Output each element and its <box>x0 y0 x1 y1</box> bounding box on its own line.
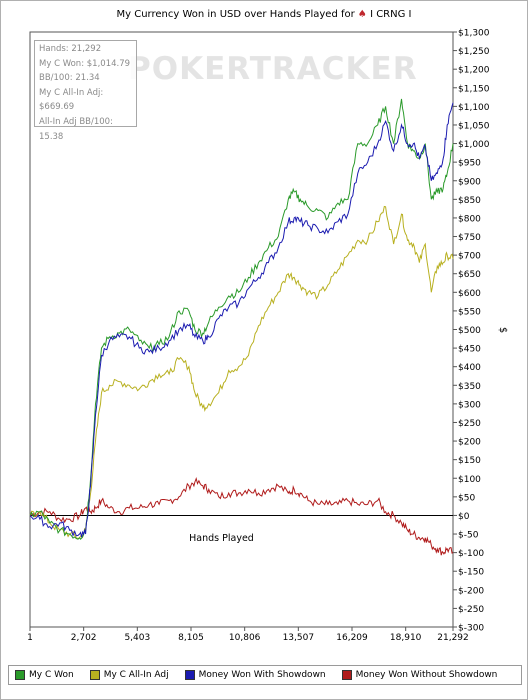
legend-item-with-showdown[interactable]: Money Won With Showdown <box>184 670 326 680</box>
chart-legend: My C Won My C All-In Adj Money Won With … <box>8 665 522 685</box>
y-tick-label: $450 <box>458 345 481 355</box>
y-tick-label: $900 <box>458 177 481 187</box>
y-tick-label: $950 <box>458 159 481 169</box>
stat-allin-bb100: All-In Adj BB/100: 15.38 <box>39 116 113 142</box>
y-tick-label: $800 <box>458 214 481 224</box>
y-tick-label: $1,100 <box>458 103 490 113</box>
x-tick-label: 18,910 <box>390 633 422 643</box>
y-tick-label: $550 <box>458 307 481 317</box>
x-tick-label: 5,403 <box>124 633 150 643</box>
stats-info-box: Hands: 21,292 My C Won: $1,014.79 BB/100… <box>34 40 137 142</box>
y-tick-label: $1,000 <box>458 140 490 150</box>
legend-swatch <box>184 670 195 680</box>
legend-swatch <box>15 670 25 680</box>
y-tick-label: $50 <box>458 493 475 503</box>
legend-label: My C Won <box>29 670 74 680</box>
y-tick-label: $1,200 <box>458 66 490 76</box>
y-tick-label: $250 <box>458 419 481 429</box>
series-line-my-c-all-in-adj <box>29 205 454 540</box>
legend-item-my-c-won[interactable]: My C Won <box>15 670 74 680</box>
legend-item-allin-adj[interactable]: My C All-In Adj <box>89 670 169 680</box>
y-tick-label: $1,150 <box>458 84 490 94</box>
y-tick-label: $1,250 <box>458 47 490 57</box>
stat-bb100: BB/100: 21.34 <box>39 73 100 84</box>
x-axis-label: Hands Played <box>189 533 254 544</box>
legend-label: Money Won Without Showdown <box>355 670 498 680</box>
y-tick-label: $700 <box>458 252 481 262</box>
y-axis-label: $ <box>497 327 508 333</box>
y-tick-label: $500 <box>458 326 481 336</box>
legend-label: My C All-In Adj <box>103 670 169 680</box>
y-tick-label: $100 <box>458 475 481 485</box>
series-line-my-c-won <box>29 98 454 540</box>
y-tick-label: $600 <box>458 289 481 299</box>
y-tick-label: $-250 <box>458 605 484 615</box>
y-tick-label: $-200 <box>458 586 484 596</box>
y-tick-label: $350 <box>458 382 481 392</box>
spade-icon: ♠ <box>357 9 367 20</box>
x-tick-label: 16,209 <box>336 633 368 643</box>
series-line-money-won-without-showdown <box>29 476 454 556</box>
stat-allin-adj: My C All-In Adj: $669.69 <box>39 87 104 113</box>
legend-swatch <box>89 670 100 680</box>
x-tick-label: 2,702 <box>71 633 97 643</box>
y-tick-label: $150 <box>458 456 481 466</box>
y-tick-label: $300 <box>458 400 481 410</box>
y-tick-label: $750 <box>458 233 481 243</box>
y-tick-label: $-50 <box>458 531 479 541</box>
y-tick-label: $1,050 <box>458 121 490 131</box>
stat-hands: Hands: 21,292 <box>39 44 102 54</box>
y-tick-label: $1,300 <box>458 29 490 39</box>
y-tick-label: $-100 <box>458 549 484 559</box>
x-tick-label: 8,105 <box>178 633 204 643</box>
x-tick-label: 13,507 <box>283 633 315 643</box>
y-tick-label: $650 <box>458 270 481 280</box>
y-tick-label: $200 <box>458 438 481 448</box>
y-tick-label: $850 <box>458 196 481 206</box>
series-line-money-won-with-showdown <box>29 102 454 538</box>
x-tick-label: 21,292 <box>437 633 469 643</box>
chart-title: My Currency Won in USD over Hands Played… <box>116 9 412 20</box>
y-tick-label: $400 <box>458 363 481 373</box>
y-tick-label: $-150 <box>458 568 484 578</box>
watermark-logo: POKERTRACKER <box>128 51 418 87</box>
x-tick-label: 10,806 <box>229 633 261 643</box>
y-tick-label: $-300 <box>458 624 484 634</box>
y-tick-label: $0 <box>458 512 470 522</box>
legend-swatch <box>341 670 352 680</box>
legend-item-without-showdown[interactable]: Money Won Without Showdown <box>341 670 498 680</box>
stat-won: My C Won: $1,014.79 <box>39 58 131 69</box>
legend-label: Money Won With Showdown <box>198 670 326 680</box>
x-tick-label: 1 <box>27 633 33 643</box>
